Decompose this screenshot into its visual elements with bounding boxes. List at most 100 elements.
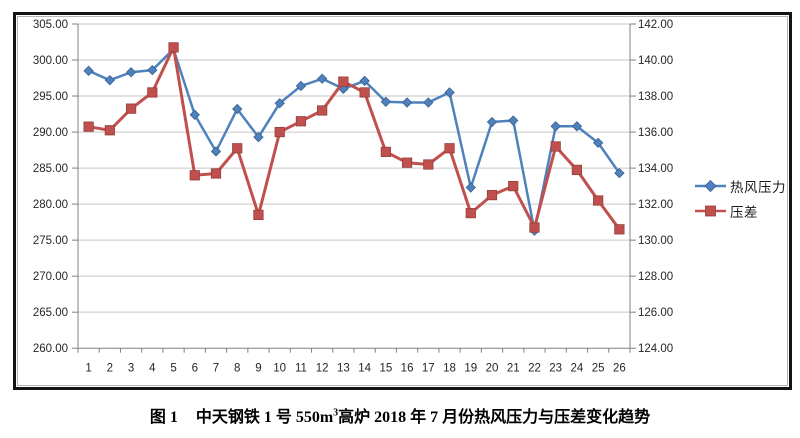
x-axis-label: 10 <box>273 363 286 375</box>
data-point-square <box>380 146 391 157</box>
data-point-diamond <box>295 80 307 92</box>
x-axis-label: 24 <box>571 363 584 375</box>
y-axis-left-label: 300.00 <box>33 55 68 67</box>
data-point-square <box>614 224 625 235</box>
caption-text-1: 中天钢铁 1 号 550m <box>195 409 334 426</box>
data-point-diamond <box>614 167 625 179</box>
data-point-square <box>465 208 476 219</box>
data-point-diamond <box>253 131 264 143</box>
series-line-pressure-diff <box>87 45 621 231</box>
y-axis-left-label: 275.00 <box>33 235 68 247</box>
x-axis-label: 26 <box>613 363 626 375</box>
data-point-diamond <box>550 121 561 132</box>
x-axis-label: 13 <box>337 363 350 375</box>
data-point-diamond <box>210 146 222 157</box>
x-axis-label: 17 <box>422 363 435 375</box>
data-point-diamond <box>125 67 137 78</box>
data-point-square <box>529 222 540 233</box>
caption-superscript: 3 <box>333 407 339 419</box>
data-point-diamond <box>274 98 285 109</box>
y-axis-right-label: 140.00 <box>638 55 673 67</box>
x-axis-label: 8 <box>234 363 240 375</box>
y-axis-left-label: 295.00 <box>33 91 68 103</box>
figure-caption: 图 1 中天钢铁 1 号 550m3高炉 2018 年 7 月份热风压力与压差变化… <box>0 403 800 427</box>
y-axis-right-label: 124.00 <box>638 343 673 355</box>
data-point-diamond <box>232 103 243 115</box>
legend-line-square-icon <box>695 205 726 217</box>
y-axis-left-label: 265.00 <box>33 307 68 319</box>
data-point-square <box>338 76 349 87</box>
y-axis-left-label: 290.00 <box>33 127 68 139</box>
x-axis-label: 1 <box>85 363 91 375</box>
y-axis-right-label: 138.00 <box>638 91 673 103</box>
x-axis-label: 22 <box>528 363 541 375</box>
data-point-square <box>253 209 264 221</box>
data-point-square <box>104 125 115 136</box>
y-axis-right-label: 128.00 <box>638 271 673 283</box>
x-axis-label: 11 <box>295 363 307 375</box>
x-axis-label: 16 <box>401 363 414 375</box>
x-axis-label: 23 <box>549 363 562 375</box>
y-axis-left-label: 260.00 <box>33 343 68 355</box>
y-axis-left-label: 270.00 <box>33 271 68 283</box>
data-point-square <box>444 143 455 154</box>
data-point-diamond <box>401 97 413 108</box>
data-point-square <box>317 105 328 116</box>
legend-item-pressure-diff: 压差 <box>694 202 786 220</box>
data-point-diamond <box>465 182 476 193</box>
x-axis-label: 3 <box>128 363 134 375</box>
y-axis-right-label: 126.00 <box>638 307 673 319</box>
x-axis-label: 7 <box>213 363 219 375</box>
y-axis-right-label: 136.00 <box>638 127 673 139</box>
data-point-diamond <box>423 97 434 108</box>
data-point-square <box>274 126 285 138</box>
data-point-square <box>571 164 583 175</box>
x-axis-label: 4 <box>149 363 156 375</box>
data-point-square <box>189 170 200 181</box>
y-axis-right-label: 130.00 <box>638 235 673 247</box>
data-point-diamond <box>83 65 94 76</box>
x-axis-label: 19 <box>464 363 477 375</box>
data-point-square <box>423 159 434 170</box>
x-axis-label: 5 <box>170 363 176 375</box>
caption-number: 图 1 <box>149 409 178 426</box>
data-point-square <box>147 87 158 98</box>
data-point-square <box>125 103 137 114</box>
x-axis-label: 18 <box>443 363 456 375</box>
y-axis-left-label: 280.00 <box>33 199 68 211</box>
legend-label: 热风压力 <box>730 180 786 195</box>
data-point-square <box>359 87 370 98</box>
y-axis-left-label: 305.00 <box>33 19 68 31</box>
data-point-diamond <box>316 73 328 84</box>
data-point-diamond <box>104 75 116 86</box>
y-axis-right-label: 142.00 <box>638 19 673 31</box>
data-point-square <box>83 121 94 132</box>
data-point-diamond <box>486 116 498 128</box>
data-point-square <box>168 42 179 53</box>
data-point-diamond <box>592 137 604 149</box>
data-point-square <box>550 141 561 152</box>
x-axis-label: 21 <box>507 363 520 375</box>
x-axis-label: 9 <box>255 363 261 375</box>
y-axis-right-label: 132.00 <box>638 199 673 211</box>
data-point-diamond <box>359 75 370 87</box>
x-axis-label: 20 <box>486 363 499 375</box>
y-axis-left-label: 285.00 <box>33 163 68 175</box>
x-axis-label: 12 <box>316 363 329 375</box>
data-point-square <box>401 157 413 168</box>
chart-legend: 热风压力 压差 <box>694 177 786 220</box>
x-axis-label: 15 <box>379 363 392 375</box>
x-axis-label: 6 <box>192 363 198 375</box>
legend-item-hot-blast-pressure: 热风压力 <box>694 177 786 195</box>
data-point-diamond <box>571 121 583 132</box>
data-point-square <box>508 180 519 192</box>
data-point-diamond <box>147 64 158 76</box>
caption-text-2: 高炉 2018 年 7 月份热风压力与压差变化趋势 <box>338 409 651 426</box>
data-point-diamond <box>380 96 392 107</box>
data-point-diamond <box>508 115 519 126</box>
y-axis-right-label: 134.00 <box>638 163 673 175</box>
x-axis-label: 14 <box>358 363 371 375</box>
data-point-square <box>486 190 498 201</box>
